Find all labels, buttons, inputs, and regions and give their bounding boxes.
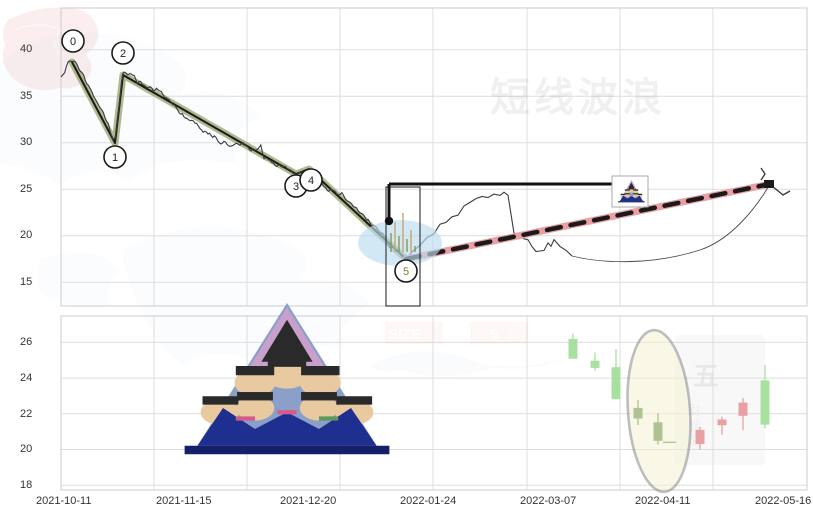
svg-text:4: 4: [308, 175, 314, 187]
svg-text:1: 1: [112, 152, 118, 164]
svg-text:3: 3: [293, 181, 299, 193]
svg-text:5: 5: [403, 266, 409, 278]
svg-text:SIZE: SIZE: [388, 326, 421, 343]
svg-text:5: 5: [490, 326, 498, 343]
svg-text:2: 2: [120, 48, 126, 60]
svg-text:五: 五: [693, 361, 719, 391]
svg-text:0: 0: [70, 36, 76, 48]
